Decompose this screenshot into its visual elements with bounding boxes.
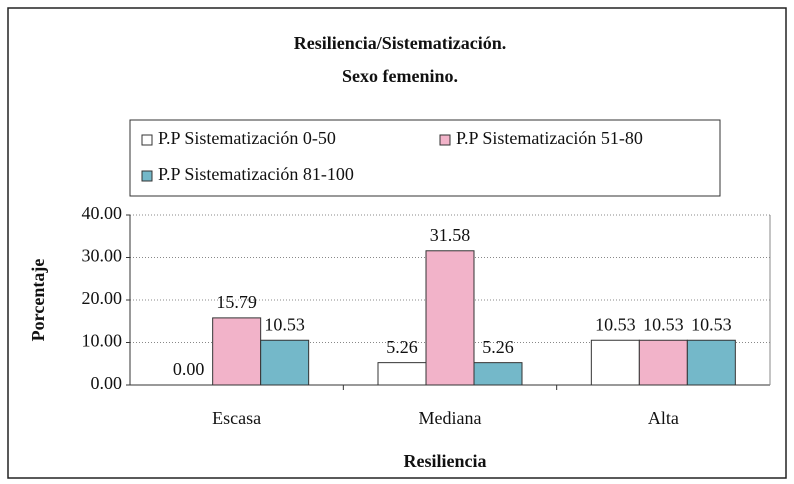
chart-title: Resiliencia/Sistematización. (294, 33, 506, 53)
bar (377, 362, 427, 386)
bar (590, 339, 640, 386)
legend-box (129, 119, 721, 197)
legend-label: P.P Sistematización 81-100 (158, 164, 354, 184)
y-tick-label: 30.00 (82, 246, 123, 266)
bar (425, 250, 475, 386)
x-tick-label: Alta (648, 408, 679, 428)
bar (638, 339, 688, 386)
y-tick-label: 0.00 (91, 373, 123, 393)
y-tick-label: 10.00 (82, 331, 123, 351)
legend-swatch (141, 134, 153, 146)
data-label: 10.53 (264, 314, 305, 334)
y-tick-label: 20.00 (82, 288, 123, 308)
x-tick-label: Escasa (212, 408, 261, 428)
data-label: 0.00 (173, 359, 205, 379)
x-axis-label: Resiliencia (404, 451, 487, 471)
data-label: 5.26 (386, 337, 418, 357)
bar (260, 339, 310, 386)
bar (212, 317, 262, 386)
y-tick-label: 40.00 (82, 203, 123, 223)
bar (473, 362, 523, 386)
data-label: 31.58 (430, 225, 471, 245)
y-axis-label: Porcentaje (28, 259, 48, 342)
legend-swatch (439, 134, 451, 146)
legend-label: P.P Sistematización 51-80 (456, 128, 643, 148)
data-label: 10.53 (595, 314, 636, 334)
x-tick-label: Mediana (419, 408, 482, 428)
legend-swatch (141, 170, 153, 182)
chart-subtitle: Sexo femenino. (342, 66, 458, 86)
data-label: 5.26 (482, 337, 514, 357)
chart-frame (7, 7, 787, 479)
data-label: 10.53 (643, 314, 684, 334)
bar (686, 339, 736, 386)
legend-label: P.P Sistematización 0-50 (158, 128, 336, 148)
data-label: 15.79 (216, 292, 257, 312)
data-label: 10.53 (691, 314, 732, 334)
